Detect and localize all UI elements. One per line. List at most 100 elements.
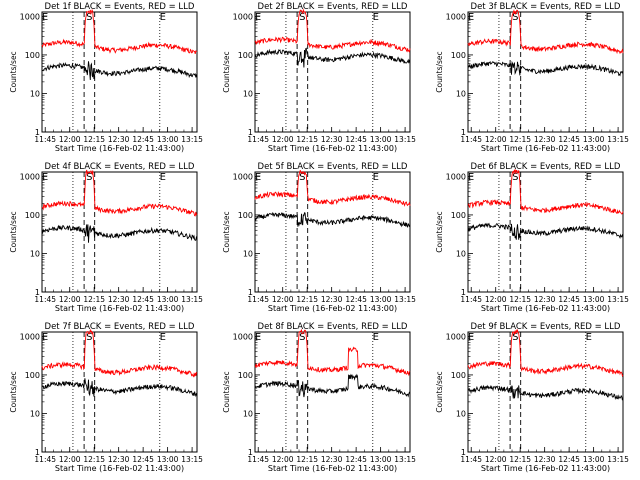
y-tick-label: 100 [238, 211, 253, 220]
x-tick-label: 13:00 [157, 295, 179, 304]
x-tick-label: 13:00 [583, 135, 605, 144]
y-tick-label: 1000 [20, 172, 40, 181]
events-series-line [41, 61, 198, 81]
marker-e: E [160, 12, 166, 23]
panel-title: Det 7f BLACK = Events, RED = LLD [45, 322, 195, 332]
marker-s: S [512, 332, 518, 343]
lld-series-line [41, 328, 198, 378]
events-series-line [467, 384, 624, 401]
x-axis-label: Start Time (16-Feb-02 11:43:00) [268, 464, 397, 473]
x-tick-label: 12:30 [108, 135, 130, 144]
lld-series-line [467, 328, 624, 377]
panel-title: Det 2f BLACK = Events, RED = LLD [258, 2, 408, 12]
panel-title: Det 5f BLACK = Events, RED = LLD [258, 162, 408, 172]
marker-s: S [512, 12, 518, 23]
marker-s: S [512, 172, 518, 183]
x-tick-label: 12:00 [272, 455, 294, 464]
y-tick-label: 1000 [446, 332, 466, 341]
x-tick-label: 13:15 [607, 135, 629, 144]
y-tick-label: 10 [30, 249, 40, 258]
y-tick-label: 10 [243, 89, 253, 98]
x-axis-label: Start Time (16-Feb-02 11:43:00) [268, 144, 397, 153]
marker-e: E [373, 172, 379, 183]
y-axis-label: Counts/sec [435, 51, 444, 92]
x-tick-label: 12:15 [83, 295, 105, 304]
marker-e: E [468, 332, 474, 343]
marker-e: E [586, 332, 592, 343]
x-tick-label: 11:45 [247, 455, 269, 464]
y-tick-label: 1 [461, 448, 466, 457]
y-tick-label: 10 [456, 249, 466, 258]
x-tick-label: 12:15 [83, 135, 105, 144]
x-axis-label: Start Time (16-Feb-02 11:43:00) [55, 464, 184, 473]
y-tick-label: 100 [238, 51, 253, 60]
lld-series-line [254, 170, 411, 207]
y-tick-label: 100 [451, 51, 466, 60]
x-axis-label: Start Time (16-Feb-02 11:43:00) [55, 304, 184, 313]
y-tick-label: 1000 [20, 12, 40, 21]
marker-e: E [586, 12, 592, 23]
x-tick-label: 13:15 [181, 135, 203, 144]
x-tick-label: 12:45 [558, 135, 580, 144]
x-axis-label: Start Time (16-Feb-02 11:43:00) [481, 304, 610, 313]
x-tick-label: 12:30 [534, 455, 556, 464]
marker-e: E [42, 172, 48, 183]
y-tick-label: 1000 [446, 172, 466, 181]
lld-series-line [467, 168, 624, 215]
events-series-line [467, 222, 624, 240]
marker-e: E [255, 172, 261, 183]
x-tick-label: 12:30 [321, 135, 343, 144]
events-series-line [41, 378, 198, 398]
x-axis-label: Start Time (16-Feb-02 11:43:00) [481, 464, 610, 473]
marker-s: S [299, 332, 305, 343]
x-tick-label: 12:45 [345, 295, 367, 304]
y-axis-label: Counts/sec [222, 211, 231, 252]
x-tick-label: 12:15 [509, 295, 531, 304]
x-tick-label: 12:15 [296, 295, 318, 304]
lld-series-line [254, 8, 411, 54]
x-tick-label: 12:45 [345, 455, 367, 464]
x-tick-label: 12:00 [59, 135, 81, 144]
events-series-line [41, 224, 198, 243]
x-tick-label: 11:45 [247, 135, 269, 144]
x-tick-label: 12:00 [272, 135, 294, 144]
y-tick-label: 10 [456, 409, 466, 418]
x-tick-label: 11:45 [460, 135, 482, 144]
marker-e: E [42, 332, 48, 343]
x-tick-label: 13:00 [370, 295, 392, 304]
x-tick-label: 13:00 [157, 135, 179, 144]
x-tick-label: 13:15 [181, 295, 203, 304]
y-tick-label: 100 [25, 51, 40, 60]
x-tick-label: 13:15 [394, 455, 416, 464]
panel-title: Det 9f BLACK = Events, RED = LLD [471, 322, 621, 332]
y-axis-label: Counts/sec [222, 51, 231, 92]
panel-title: Det 1f BLACK = Events, RED = LLD [45, 2, 195, 12]
x-tick-label: 11:45 [34, 455, 56, 464]
lld-series-line [467, 9, 624, 55]
x-tick-label: 12:15 [509, 135, 531, 144]
x-tick-label: 12:00 [485, 295, 507, 304]
x-tick-label: 11:45 [34, 295, 56, 304]
x-tick-label: 12:30 [108, 295, 130, 304]
marker-e: E [160, 172, 166, 183]
panel-title: Det 4f BLACK = Events, RED = LLD [45, 162, 195, 172]
marker-s: S [86, 332, 92, 343]
marker-s: S [86, 172, 92, 183]
panel-title: Det 6f BLACK = Events, RED = LLD [471, 162, 621, 172]
x-tick-label: 12:15 [296, 135, 318, 144]
marker-s: S [299, 172, 305, 183]
y-tick-label: 100 [25, 211, 40, 220]
x-tick-label: 12:30 [108, 455, 130, 464]
events-series-line [467, 60, 624, 77]
y-tick-label: 1 [248, 128, 253, 137]
marker-e: E [586, 172, 592, 183]
marker-e: E [42, 12, 48, 23]
x-tick-label: 13:15 [181, 455, 203, 464]
y-tick-label: 100 [238, 371, 253, 380]
x-tick-label: 13:15 [394, 295, 416, 304]
